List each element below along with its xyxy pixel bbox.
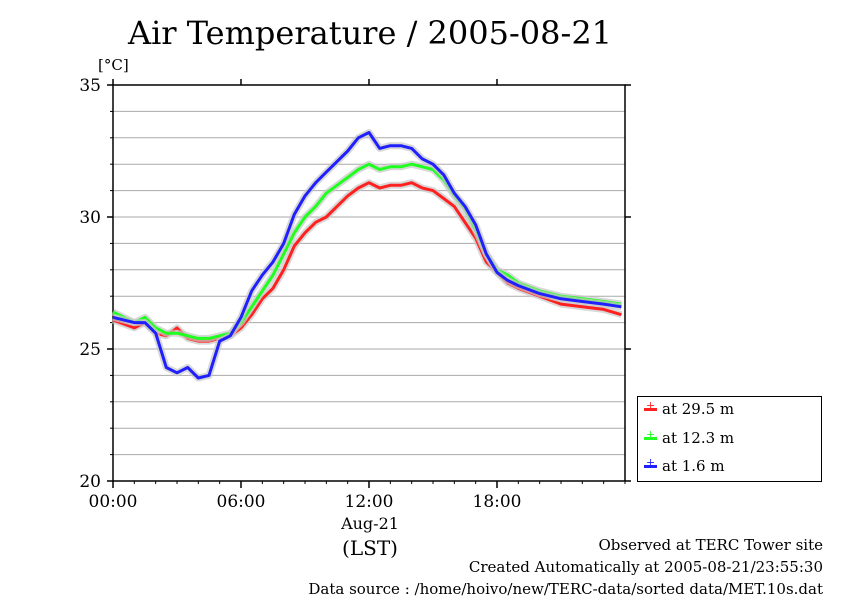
footer-observed: Observed at TERC Tower site xyxy=(598,536,823,554)
x-tick-label: 00:00 xyxy=(89,492,138,512)
x-tick-label: 12:00 xyxy=(345,492,394,512)
legend-label: at 12.3 m xyxy=(662,429,735,447)
legend-swatch-29-5m xyxy=(644,399,657,412)
y-tick-label: 20 xyxy=(79,472,101,492)
y-axis-unit: [°C] xyxy=(98,56,129,74)
series-line xyxy=(112,181,622,343)
legend-label: at 29.5 m xyxy=(662,400,735,418)
plot-frame xyxy=(112,84,626,482)
y-tick-label: 25 xyxy=(79,340,101,360)
legend-item-1-6m: at 1.6 m xyxy=(644,456,725,476)
footer-created: Created Automatically at 2005-08-21/23:5… xyxy=(468,558,823,576)
legend-item-12-3m: at 12.3 m xyxy=(644,428,734,448)
x-tick-label: 06:00 xyxy=(217,492,266,512)
footer-source: Data source : /home/hoivo/new/TERC-data/… xyxy=(308,580,823,598)
x-tick-label: 18:00 xyxy=(473,492,522,512)
series-halo xyxy=(111,179,623,345)
x-axis-date-label: Aug-21 xyxy=(341,514,399,533)
legend-swatch-1-6m xyxy=(644,456,657,469)
chart-title: Air Temperature / 2005-08-21 xyxy=(127,14,613,52)
legend-swatch-12-3m xyxy=(644,428,657,441)
y-tick-label: 30 xyxy=(79,208,101,228)
legend-item-29-5m: at 29.5 m xyxy=(644,399,734,419)
legend-label: at 1.6 m xyxy=(662,457,725,475)
y-tick-label: 35 xyxy=(79,76,101,96)
x-axis-label: (LST) xyxy=(342,536,398,560)
legend: at 29.5 m at 12.3 m at 1.6 m xyxy=(637,396,822,482)
series-line xyxy=(112,131,622,380)
